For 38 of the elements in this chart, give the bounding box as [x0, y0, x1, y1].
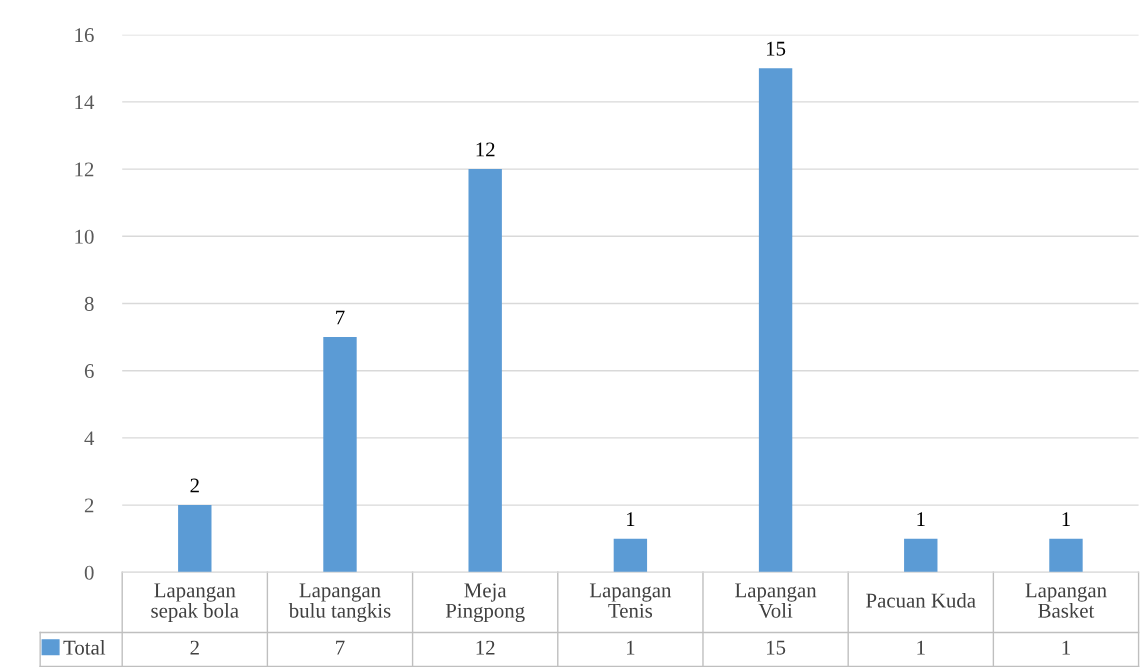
bar — [468, 169, 502, 573]
data-label: 1 — [1062, 512, 1070, 526]
bar — [1049, 538, 1083, 573]
text: 2 — [190, 640, 199, 655]
text: 1 — [627, 640, 635, 655]
x-tick-label: Lapangan sepak bola — [151, 583, 239, 623]
text: 12 — [476, 640, 495, 655]
data-label: 2 — [190, 478, 199, 493]
x-tick-label: Lapangan Voli — [735, 583, 817, 618]
x-tick-label: Pacuan Kuda — [866, 592, 976, 608]
x-tick-label: Lapangan bulu tangkis — [288, 583, 391, 623]
text: 7 — [336, 640, 345, 655]
text: 1 — [1062, 640, 1070, 655]
y-tick-label: 8 — [84, 296, 94, 311]
bar — [323, 337, 357, 573]
bar — [613, 538, 648, 573]
y-tick-label: 12 — [75, 162, 94, 177]
bar — [904, 538, 938, 573]
y-tick-label: 4 — [84, 431, 95, 446]
bar — [178, 505, 212, 573]
y-tick-label: 16 — [75, 28, 94, 43]
x-tick-label: Meja Pingpong — [445, 583, 525, 623]
text: 15 — [767, 640, 786, 655]
y-tick-label: 10 — [75, 229, 94, 244]
legend-label: Total — [63, 640, 106, 655]
y-tick-label: 14 — [75, 95, 95, 110]
bar — [758, 68, 793, 573]
y-tick-label: 2 — [84, 498, 94, 513]
x-tick-label: Lapangan Basket — [1025, 583, 1107, 618]
data-label: 1 — [917, 512, 925, 526]
x-tick-label: Lapangan Tenis — [589, 583, 672, 618]
data-label: 12 — [476, 142, 495, 157]
data-label: 7 — [336, 310, 345, 325]
data-label: 15 — [767, 41, 786, 56]
y-tick-label: 0 — [84, 565, 94, 580]
data-label: 1 — [627, 512, 635, 526]
y-tick-label: 6 — [84, 364, 94, 379]
text: 1 — [917, 640, 925, 655]
